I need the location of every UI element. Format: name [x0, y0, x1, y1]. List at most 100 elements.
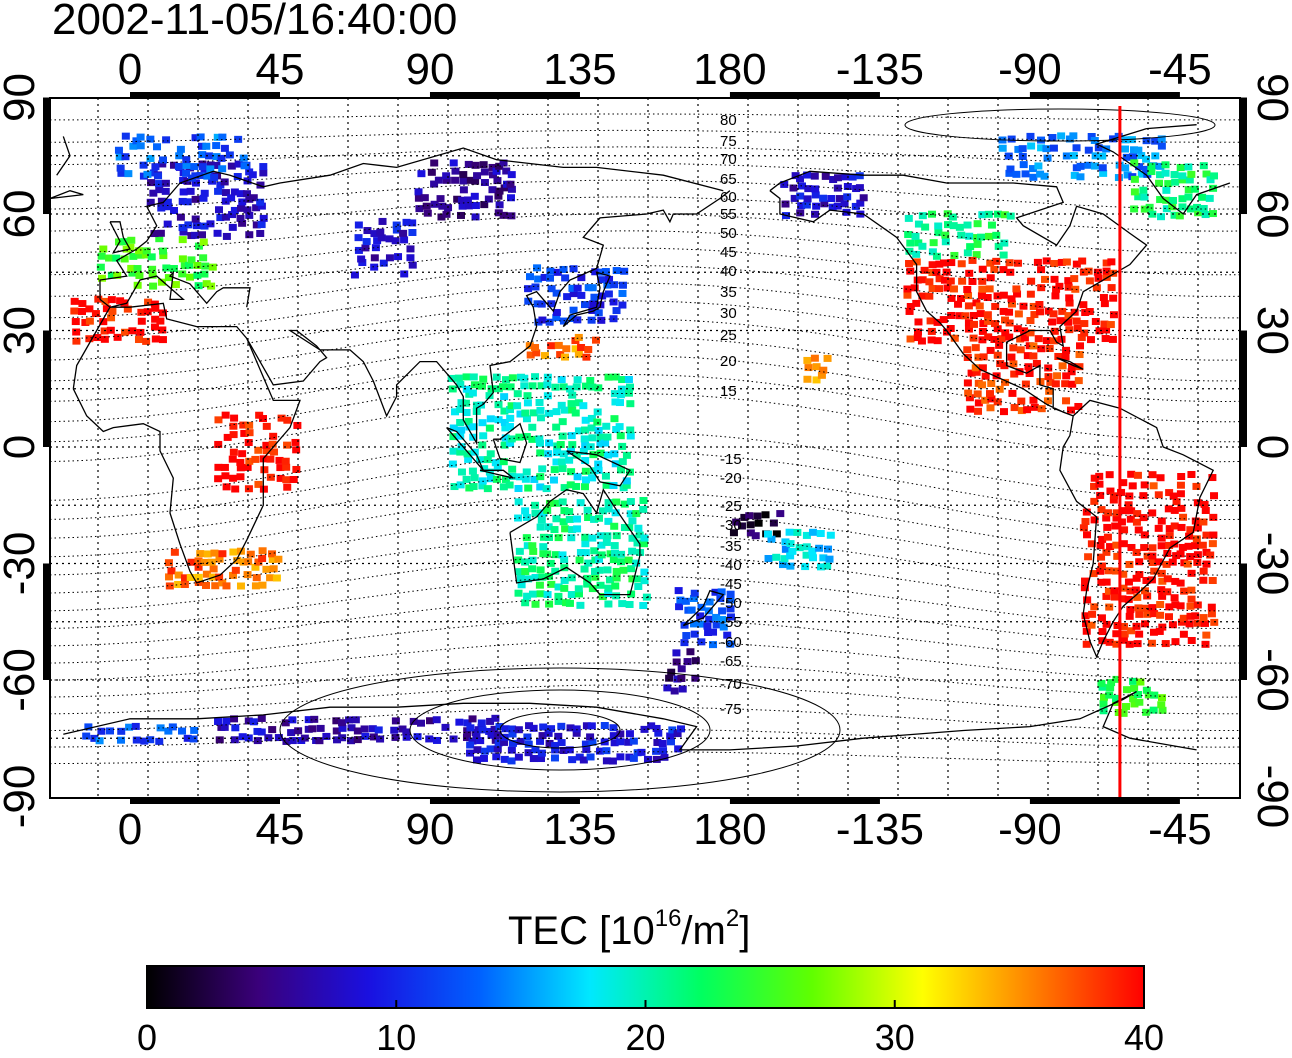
tec-cell [190, 726, 199, 734]
tec-cell [1118, 595, 1127, 603]
tec-cell [597, 276, 606, 284]
tec-cell [186, 187, 195, 195]
tec-cell [501, 475, 510, 483]
frame-tick-bars [43, 92, 1247, 804]
tec-cell [391, 237, 400, 245]
tec-cell [1184, 193, 1193, 201]
tec-cell [1024, 363, 1033, 371]
tec-cell [520, 374, 529, 382]
contour-label-south: -50 [720, 595, 742, 612]
tec-cell [524, 297, 533, 305]
tec-cell [338, 734, 347, 742]
tec-cell [360, 725, 369, 733]
contour-label-south: -20 [720, 470, 742, 487]
tec-cell [615, 423, 624, 431]
tec-cell [1163, 575, 1172, 583]
left-latitude-tick: -90 [0, 765, 44, 829]
tec-cell [941, 238, 950, 246]
tec-cell [903, 291, 912, 299]
tec-cell [1149, 482, 1158, 490]
tec-cell [531, 746, 540, 754]
tec-cell [183, 198, 192, 206]
tec-cell [1080, 584, 1089, 592]
tec-cell [569, 290, 578, 298]
tec-cell [579, 402, 588, 410]
tec-cell [508, 725, 517, 733]
tec-cell [978, 327, 987, 335]
tec-cell [121, 132, 130, 140]
tec-cell [514, 556, 523, 564]
tec-cell [490, 725, 499, 733]
tec-cell [1201, 619, 1210, 627]
tec-cell [559, 746, 568, 754]
tec-cell [540, 273, 549, 281]
tec-cell [1135, 558, 1144, 566]
tec-cell [1135, 610, 1144, 618]
tec-cell [457, 399, 466, 407]
tec-cell [220, 178, 229, 186]
tec-cell [175, 152, 184, 160]
tec-cell [1105, 638, 1114, 646]
tec-cell [373, 237, 382, 245]
tec-cell [492, 753, 501, 761]
tec-cell [1127, 543, 1136, 551]
tec-cell [434, 176, 443, 184]
tec-cell [978, 336, 987, 344]
tec-cell [622, 477, 631, 485]
tec-cell [729, 529, 738, 537]
tec-cell [1207, 610, 1216, 618]
tec-cell [1186, 612, 1195, 620]
tec-cell [678, 685, 687, 693]
tec-cell [580, 483, 589, 491]
tec-cell [72, 328, 81, 336]
tec-cell [1105, 691, 1114, 699]
tec-cell [1157, 542, 1166, 550]
tec-cell [107, 296, 116, 304]
tec-cell [596, 581, 605, 589]
tec-cell [178, 255, 187, 263]
tec-cell [1184, 186, 1193, 194]
tec-cell [257, 202, 266, 210]
magnetic-contour [50, 336, 1240, 402]
tec-cell [580, 435, 589, 443]
tec-cell [947, 294, 956, 302]
tec-cell [456, 448, 465, 456]
tec-cell [825, 555, 834, 563]
tec-cell [456, 405, 465, 413]
tec-cell [1140, 193, 1149, 201]
tec-cell [1098, 637, 1107, 645]
tec-cell [1102, 548, 1111, 556]
tec-cell [637, 748, 646, 756]
tec-cell [670, 687, 679, 695]
tec-cell [357, 255, 366, 263]
tec-cell [501, 424, 510, 432]
tec-cell [626, 498, 635, 506]
coastline [109, 221, 132, 254]
tec-cell [772, 530, 781, 538]
tec-cell [543, 373, 552, 381]
tec-cell [1125, 612, 1134, 620]
tec-cell [983, 294, 992, 302]
tec-cell [537, 755, 546, 763]
tec-cell [620, 524, 629, 532]
tec-cell [709, 641, 718, 649]
tec-cell [667, 738, 676, 746]
tec-cell [559, 265, 568, 273]
tec-cell [472, 731, 481, 739]
tec-cell [220, 144, 229, 152]
tec-cell [492, 167, 501, 175]
tec-cell [1127, 470, 1136, 478]
tec-cell [808, 554, 817, 562]
tec-cell [1006, 212, 1015, 220]
tec-cell [253, 737, 262, 745]
coastline [1056, 357, 1084, 370]
tec-cell [1054, 352, 1063, 360]
tec-cell [1164, 613, 1173, 621]
tec-cell [385, 254, 394, 262]
tec-cell [1005, 319, 1014, 327]
tec-cell [137, 317, 146, 325]
tec-cell [1164, 505, 1173, 513]
tec-cell [200, 270, 209, 278]
tec-cell [1083, 531, 1092, 539]
right-latitude-tick: 30 [1248, 306, 1292, 355]
